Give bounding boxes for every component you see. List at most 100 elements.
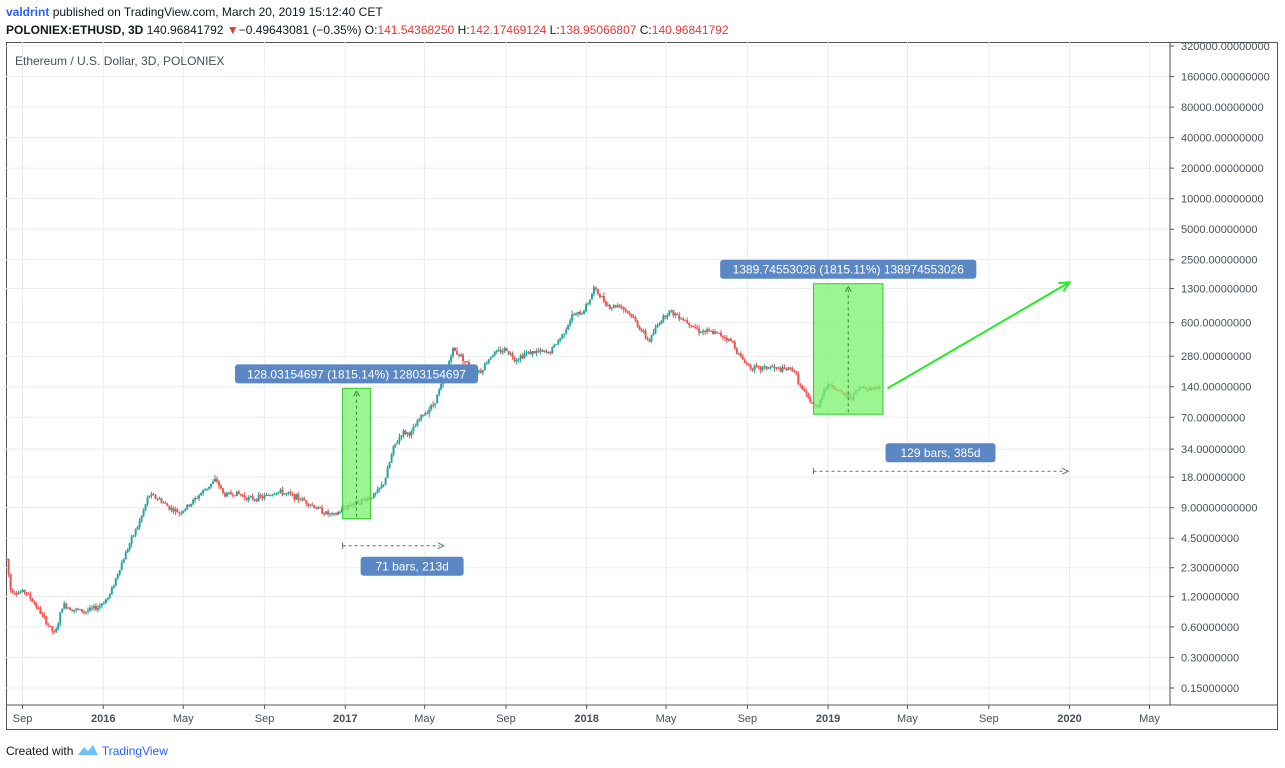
candle-body-up	[561, 334, 564, 339]
candle-body-down	[154, 495, 157, 499]
candle-body-down	[715, 331, 718, 333]
candle-body-up	[108, 594, 111, 598]
candle-body-up	[253, 499, 256, 501]
range-label-bg	[720, 259, 977, 279]
candle-body-up	[565, 329, 568, 334]
change-value: −0.49643081 (−0.35%)	[238, 23, 362, 37]
y-tick-label: 10000.00000000	[1181, 194, 1264, 206]
candle-body-up	[376, 489, 379, 493]
candle-body-up	[656, 325, 659, 328]
candle-body-up	[126, 549, 129, 553]
candle-body-down	[618, 305, 621, 307]
candle-body-up	[567, 324, 570, 330]
candle-body-up	[146, 497, 149, 505]
candle-body-down	[69, 607, 72, 611]
candle-body-up	[19, 591, 22, 593]
candle-body-down	[323, 513, 326, 515]
candle-body-up	[182, 510, 185, 514]
y-tick-label: 18.00000000	[1181, 472, 1245, 484]
candle-body-down	[719, 332, 722, 336]
candle-body-down	[757, 365, 760, 367]
y-tick-label: 1300.00000000	[1181, 284, 1257, 296]
candle-body-up	[75, 608, 78, 610]
candle-body-up	[128, 543, 131, 550]
candle-body-down	[573, 314, 576, 316]
candle-body-down	[694, 326, 697, 328]
candle-body-down	[731, 341, 734, 343]
candle-body-down	[521, 355, 524, 358]
candle-body-up	[337, 512, 340, 515]
candle-body-up	[61, 608, 64, 613]
candle-body-up	[660, 320, 663, 324]
candle-body-up	[55, 628, 58, 633]
candle-body-up	[186, 504, 189, 510]
candle-body-down	[293, 494, 296, 500]
close-value: 140.96841792	[651, 23, 729, 37]
candle-body-down	[811, 402, 814, 404]
y-tick-label: 80000.00000000	[1181, 102, 1264, 114]
candle-body-down	[594, 287, 597, 289]
candle-body-down	[37, 607, 40, 609]
candle-body-down	[221, 488, 224, 494]
candle-body-down	[432, 404, 435, 406]
bars-label-bg	[360, 556, 464, 576]
candle-body-down	[604, 301, 607, 306]
candle-body-down	[297, 494, 300, 500]
candle-body-down	[231, 494, 234, 496]
y-tick-label: 600.00000000	[1181, 318, 1251, 330]
range-label-text: 128.03154697 (1815.14%) 12803154697	[247, 367, 466, 381]
candle-body-up	[279, 489, 282, 492]
candle-body-up	[581, 313, 584, 315]
created-with-text: Created with	[6, 744, 74, 758]
candle-body-down	[777, 367, 780, 369]
candle-body-down	[178, 512, 181, 514]
chart-grid	[6, 42, 1170, 705]
candle-body-up	[225, 492, 228, 497]
y-tick-label: 2.30000000	[1181, 563, 1239, 575]
candle-body-up	[265, 495, 268, 497]
candle-body-up	[110, 587, 113, 595]
candle-body-up	[753, 365, 756, 371]
candle-body-up	[416, 420, 419, 427]
candle-body-down	[81, 609, 84, 612]
candle-body-down	[51, 626, 54, 632]
candle-body-down	[779, 368, 782, 372]
x-tick-label: Sep	[13, 713, 33, 725]
candle-body-up	[452, 347, 455, 357]
candle-body-down	[739, 353, 742, 357]
candle-body-up	[501, 351, 504, 353]
candle-body-up	[190, 503, 193, 507]
candle-body-up	[17, 592, 20, 595]
candle-body-down	[759, 366, 762, 370]
candle-body-up	[527, 351, 530, 353]
candle-body-up	[257, 494, 260, 501]
candle-body-down	[622, 307, 625, 310]
candle-body-down	[704, 330, 707, 332]
candle-body-up	[769, 366, 772, 368]
candle-body-down	[809, 397, 812, 403]
candle-body-down	[243, 495, 246, 498]
candle-body-up	[787, 367, 790, 371]
candle-body-up	[489, 357, 492, 360]
tradingview-brand-link[interactable]: TradingView	[101, 744, 168, 758]
x-tick-label: 2016	[91, 713, 115, 725]
candle-body-down	[729, 338, 732, 342]
candle-body-down	[803, 389, 806, 391]
candle-body-up	[430, 404, 433, 410]
candle-body-up	[575, 313, 578, 316]
candle-body-down	[43, 614, 46, 617]
candle-body-up	[21, 589, 24, 592]
y-tick-label: 9.00000000000	[1181, 503, 1257, 515]
candle-body-up	[67, 607, 70, 609]
candle-body-down	[783, 367, 786, 369]
candle-body-up	[340, 508, 343, 512]
candle-body-up	[184, 509, 187, 511]
candle-body-up	[192, 499, 195, 504]
down-arrow-icon: ▼	[226, 23, 239, 37]
candle-body-down	[370, 498, 373, 500]
publisher-name[interactable]: valdrint	[6, 5, 50, 19]
candle-body-up	[396, 441, 399, 444]
candle-body-down	[805, 390, 808, 394]
x-tick-label: 2020	[1057, 713, 1081, 725]
